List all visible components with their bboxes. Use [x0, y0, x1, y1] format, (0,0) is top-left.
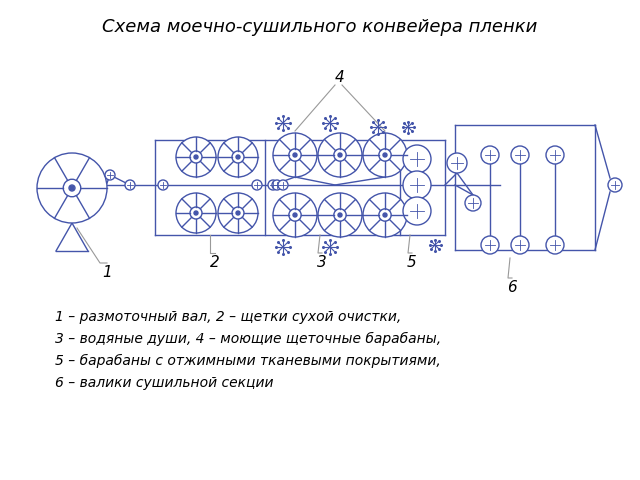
Circle shape	[465, 195, 481, 211]
Circle shape	[190, 207, 202, 219]
Circle shape	[379, 149, 391, 161]
Text: 1 – размоточный вал, 2 – щетки сухой очистки,: 1 – размоточный вал, 2 – щетки сухой очи…	[55, 310, 401, 324]
Circle shape	[252, 180, 262, 190]
Circle shape	[383, 153, 387, 157]
Circle shape	[37, 153, 107, 223]
Circle shape	[403, 171, 431, 199]
Circle shape	[481, 146, 499, 164]
Text: 2: 2	[210, 255, 220, 270]
Circle shape	[268, 180, 278, 190]
Text: 6 – валики сушильной секции: 6 – валики сушильной секции	[55, 376, 273, 390]
Circle shape	[158, 180, 168, 190]
Text: 3 – водяные души, 4 – моющие щеточные барабаны,: 3 – водяные души, 4 – моющие щеточные ба…	[55, 332, 441, 346]
Circle shape	[236, 211, 240, 215]
Circle shape	[511, 146, 529, 164]
Circle shape	[447, 153, 467, 173]
Circle shape	[273, 193, 317, 237]
Circle shape	[176, 137, 216, 177]
Circle shape	[383, 213, 387, 217]
Circle shape	[232, 151, 244, 163]
Circle shape	[608, 178, 622, 192]
Circle shape	[194, 211, 198, 215]
Circle shape	[63, 179, 81, 197]
Circle shape	[403, 145, 431, 173]
Circle shape	[232, 207, 244, 219]
Circle shape	[272, 180, 282, 190]
Circle shape	[236, 155, 240, 159]
Circle shape	[190, 151, 202, 163]
Circle shape	[546, 236, 564, 254]
Circle shape	[546, 146, 564, 164]
Text: 3: 3	[317, 255, 327, 270]
Circle shape	[318, 193, 362, 237]
Circle shape	[338, 153, 342, 157]
Circle shape	[289, 149, 301, 161]
Text: Схема моечно-сушильного конвейера пленки: Схема моечно-сушильного конвейера пленки	[102, 18, 538, 36]
Circle shape	[338, 213, 342, 217]
Circle shape	[218, 137, 258, 177]
Circle shape	[363, 133, 407, 177]
Text: 6: 6	[507, 280, 517, 295]
Circle shape	[481, 236, 499, 254]
Circle shape	[125, 180, 135, 190]
Text: 1: 1	[102, 265, 112, 280]
Circle shape	[293, 153, 297, 157]
Circle shape	[176, 193, 216, 233]
Circle shape	[273, 133, 317, 177]
Circle shape	[218, 193, 258, 233]
Circle shape	[289, 209, 301, 221]
Circle shape	[278, 180, 288, 190]
Circle shape	[194, 155, 198, 159]
Circle shape	[105, 170, 115, 180]
Circle shape	[318, 133, 362, 177]
Text: 5: 5	[407, 255, 417, 270]
Circle shape	[403, 197, 431, 225]
Circle shape	[334, 149, 346, 161]
Circle shape	[293, 213, 297, 217]
Circle shape	[334, 209, 346, 221]
Text: 5 – барабаны с отжимными тканевыми покрытиями,: 5 – барабаны с отжимными тканевыми покры…	[55, 354, 441, 368]
Circle shape	[511, 236, 529, 254]
Circle shape	[363, 193, 407, 237]
Circle shape	[70, 186, 74, 190]
Circle shape	[379, 209, 391, 221]
Text: 4: 4	[335, 70, 345, 85]
Circle shape	[69, 185, 75, 191]
